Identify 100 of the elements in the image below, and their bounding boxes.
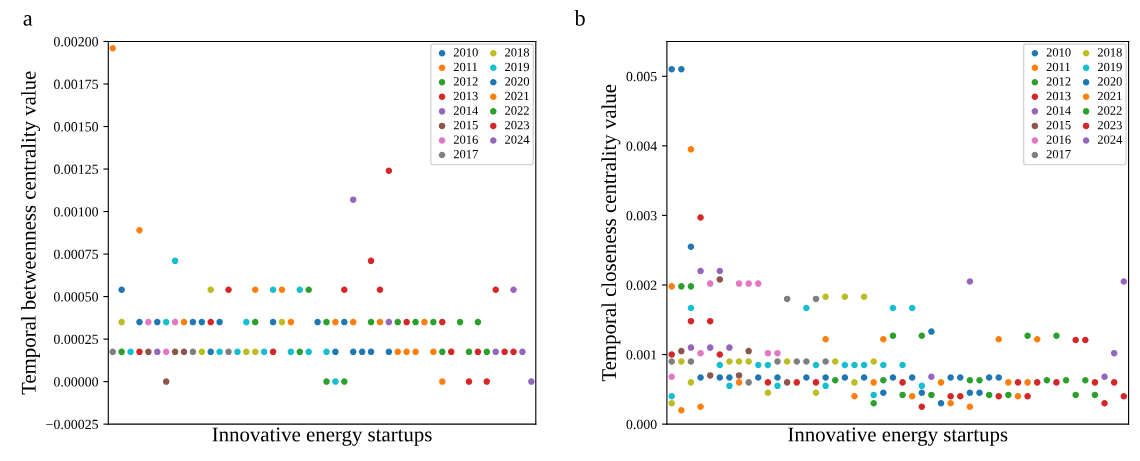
point <box>180 348 188 356</box>
point <box>483 348 491 356</box>
point <box>668 373 675 381</box>
point <box>207 318 214 326</box>
legend-label: 2019 <box>1097 62 1122 72</box>
point <box>260 348 268 356</box>
point <box>870 379 877 386</box>
point <box>385 167 393 174</box>
point <box>697 267 704 275</box>
point <box>1091 391 1099 399</box>
legend-label: 2021 <box>1097 91 1122 101</box>
point <box>918 389 926 397</box>
point <box>764 349 772 357</box>
point <box>269 286 277 294</box>
point <box>937 379 945 386</box>
point <box>687 283 695 290</box>
point <box>764 361 772 369</box>
point <box>668 283 675 290</box>
point <box>332 378 339 385</box>
point <box>162 318 170 326</box>
point <box>880 361 887 369</box>
point <box>385 348 393 356</box>
point <box>687 379 695 386</box>
point <box>323 348 330 356</box>
point <box>678 406 685 414</box>
point <box>745 347 752 355</box>
legend-label: 2023 <box>505 120 530 130</box>
point <box>803 358 810 365</box>
y-tick-label: 0.00175 <box>53 79 99 90</box>
point <box>851 393 858 400</box>
point <box>889 374 897 381</box>
point <box>870 358 877 365</box>
point <box>439 348 446 356</box>
x-axis-title: Innovative energy startups <box>212 427 432 446</box>
x-axis-title: Innovative energy startups <box>788 427 1008 446</box>
point <box>341 378 348 385</box>
point <box>216 318 223 326</box>
point <box>287 348 295 356</box>
point <box>1062 377 1070 384</box>
point <box>928 373 935 381</box>
point <box>889 304 897 312</box>
point <box>822 293 829 301</box>
point <box>812 361 820 369</box>
point <box>1110 379 1118 386</box>
point <box>697 349 704 357</box>
point <box>296 286 304 294</box>
point <box>947 399 954 407</box>
point <box>376 318 384 326</box>
legend-label: 2022 <box>505 106 529 115</box>
point <box>1082 377 1089 384</box>
point <box>519 348 526 356</box>
point <box>860 293 868 301</box>
point <box>822 335 829 343</box>
point <box>1024 332 1031 340</box>
legend-label: 2011 <box>453 62 478 72</box>
point <box>831 377 839 384</box>
point <box>668 66 675 73</box>
y-axis-title: Temporal closeness centrality value <box>601 84 621 382</box>
point <box>745 280 752 287</box>
point <box>118 318 125 326</box>
point <box>697 403 704 410</box>
point <box>995 393 1002 400</box>
point <box>918 332 926 340</box>
point <box>880 335 887 343</box>
point <box>278 286 286 294</box>
point <box>899 391 906 399</box>
y-tick-label: 0.00125 <box>53 164 99 175</box>
point <box>726 374 733 381</box>
y-tick-label: 0.000 <box>626 419 657 430</box>
point <box>1033 335 1041 343</box>
point <box>1024 379 1031 386</box>
legend-label: 2017 <box>1046 149 1071 159</box>
legend-label: 2013 <box>453 91 478 101</box>
legend-label: 2024 <box>1097 135 1123 144</box>
point <box>870 391 877 399</box>
chart-title: a <box>23 15 33 26</box>
point <box>474 348 482 356</box>
point <box>314 318 321 326</box>
point <box>171 318 179 326</box>
point <box>735 372 743 379</box>
point <box>510 286 517 294</box>
point <box>678 283 685 290</box>
y-tick-label: 0.00200 <box>53 37 99 47</box>
point <box>803 374 810 381</box>
point <box>687 146 695 153</box>
point <box>687 344 695 351</box>
chart-title: b <box>574 10 585 26</box>
point <box>822 358 829 365</box>
point <box>296 348 304 356</box>
point <box>793 358 801 365</box>
legend-label: 2013 <box>1046 91 1071 101</box>
point <box>716 267 724 275</box>
point <box>421 318 428 326</box>
point <box>697 214 704 221</box>
y-tick-label: 0.00000 <box>53 377 99 387</box>
point <box>841 374 849 381</box>
point <box>668 393 675 400</box>
legend-label: 2014 <box>1046 106 1071 115</box>
point <box>687 304 695 312</box>
point <box>198 318 206 326</box>
